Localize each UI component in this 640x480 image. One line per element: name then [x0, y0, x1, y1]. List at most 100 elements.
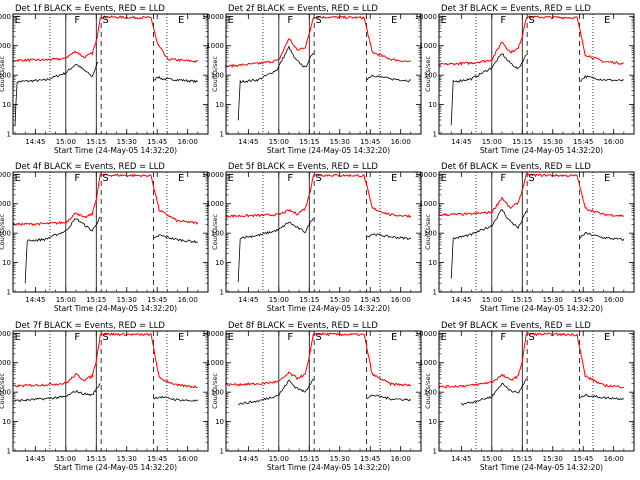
- y-axis-label: Counts/sec: [424, 56, 432, 92]
- y-tick-label: 10: [428, 259, 437, 267]
- series-lld-line: [439, 15, 624, 67]
- y-tick-label: 1: [433, 289, 437, 297]
- series-events-line: [153, 395, 199, 402]
- y-tick-label: 10000: [202, 13, 224, 21]
- segment-marker-label: E: [391, 15, 397, 26]
- segment-marker-label: F: [287, 332, 293, 343]
- x-tick-label: 15:15: [512, 138, 532, 146]
- segment-marker-label: F: [287, 173, 293, 184]
- x-axis-label: Start Time (24-May-05 14:32:20): [54, 146, 177, 155]
- x-tick-label: 15:45: [573, 296, 593, 304]
- series-lld-line: [439, 173, 624, 217]
- y-tick-label: 100: [211, 230, 224, 238]
- segment-marker-label: E: [178, 15, 184, 26]
- segment-marker-label: F: [500, 332, 506, 343]
- y-tick-label: 1000: [419, 359, 437, 367]
- x-tick-label: 16:00: [391, 138, 411, 146]
- x-tick-label: 15:15: [86, 296, 106, 304]
- panel-title: Det 2f BLACK = Events, RED = LLD: [228, 4, 378, 14]
- series-events-line: [580, 74, 624, 82]
- y-tick-label: 10000: [0, 330, 11, 338]
- y-tick-label: 1: [433, 448, 437, 456]
- y-tick-label: 10000: [202, 330, 224, 338]
- x-tick-label: 15:45: [147, 138, 167, 146]
- series-events-line: [154, 75, 199, 84]
- segment-marker-label: E: [228, 332, 234, 343]
- x-tick-label: 15:15: [299, 138, 319, 146]
- x-tick-label: 15:00: [269, 296, 289, 304]
- panel-title: Det 4f BLACK = Events, RED = LLD: [15, 162, 165, 172]
- panel-title: Det 7f BLACK = Events, RED = LLD: [15, 321, 165, 331]
- y-axis-label: Counts/sec: [211, 373, 219, 409]
- segment-marker-label: S: [315, 332, 321, 343]
- y-tick-label: 10000: [415, 13, 437, 21]
- y-tick-label: 100: [424, 230, 437, 238]
- x-axis-label: Start Time (24-May-05 14:32:20): [480, 304, 603, 313]
- segment-marker-label: E: [15, 332, 21, 343]
- x-tick-label: 16:00: [604, 455, 624, 463]
- series-events-line: [579, 231, 625, 242]
- segment-marker-label: S: [315, 15, 321, 26]
- plot-frame: [438, 13, 635, 135]
- panel-det-1: Det 1f BLACK = Events, RED = LLD 1 10 100 10…: [0, 4, 209, 155]
- panel-title: Det 5f BLACK = Events, RED = LLD: [228, 162, 378, 172]
- series-events-line: [366, 74, 411, 83]
- y-tick-label: 1000: [0, 200, 11, 208]
- segment-marker-label: E: [15, 15, 21, 26]
- x-tick-label: 16:00: [604, 296, 624, 304]
- x-tick-label: 16:00: [391, 296, 411, 304]
- series-lld-line: [13, 332, 198, 389]
- series-lld-line: [226, 173, 412, 218]
- panel-title: Det 8f BLACK = Events, RED = LLD: [228, 321, 378, 331]
- y-tick-label: 10: [2, 418, 11, 426]
- series-events-line: [14, 61, 99, 127]
- segment-marker-label: F: [287, 15, 293, 26]
- series-events-line: [460, 378, 527, 406]
- x-tick-label: 15:45: [147, 296, 167, 304]
- x-tick-label: 14:45: [238, 138, 258, 146]
- y-axis-label: Counts/sec: [211, 214, 219, 250]
- x-tick-label: 15:00: [269, 455, 289, 463]
- series-events-line: [153, 234, 199, 244]
- segment-marker-label: S: [102, 173, 108, 184]
- x-tick-label: 15:15: [512, 296, 532, 304]
- plot-frame: [12, 13, 209, 135]
- x-tick-label: 15:15: [299, 455, 319, 463]
- segment-marker-label: E: [604, 15, 610, 26]
- panel-title: Det 9f BLACK = Events, RED = LLD: [441, 321, 591, 331]
- y-tick-label: 10000: [0, 13, 11, 21]
- x-tick-label: 15:00: [269, 138, 289, 146]
- panel-det-9: Det 9f BLACK = Events, RED = LLD 1 10 100 10…: [415, 321, 635, 472]
- y-axis-label: Counts/sec: [0, 214, 6, 250]
- y-tick-label: 1000: [419, 42, 437, 50]
- y-tick-label: 10000: [202, 171, 224, 179]
- x-tick-label: 15:30: [330, 296, 350, 304]
- panel-det-8: Det 8f BLACK = Events, RED = LLD 1 10 100 10…: [202, 321, 422, 472]
- segment-marker-label: F: [500, 15, 506, 26]
- x-tick-label: 15:15: [86, 138, 106, 146]
- y-tick-label: 100: [211, 72, 224, 80]
- series-events-line: [579, 393, 625, 401]
- x-tick-label: 15:45: [360, 455, 380, 463]
- y-tick-label: 100: [424, 389, 437, 397]
- y-tick-label: 1: [220, 448, 224, 456]
- x-tick-label: 15:30: [117, 138, 137, 146]
- plot-frame: [225, 13, 422, 135]
- segment-marker-label: S: [102, 332, 108, 343]
- x-tick-label: 15:00: [56, 455, 76, 463]
- series-events-line: [13, 383, 101, 403]
- y-tick-label: 1: [433, 131, 437, 139]
- panel-det-5: Det 5f BLACK = Events, RED = LLD 1 10 100 10…: [202, 162, 422, 313]
- y-tick-label: 10: [215, 101, 224, 109]
- y-tick-label: 100: [211, 389, 224, 397]
- panel-det-7: Det 7f BLACK = Events, RED = LLD 1 10 100 10…: [0, 321, 209, 472]
- y-tick-label: 1: [7, 289, 11, 297]
- x-tick-label: 16:00: [604, 138, 624, 146]
- panel-det-3: Det 3f BLACK = Events, RED = LLD 1 10 100 10…: [415, 4, 635, 155]
- y-tick-label: 1000: [206, 359, 224, 367]
- y-tick-label: 10: [215, 418, 224, 426]
- x-tick-label: 15:00: [482, 296, 502, 304]
- series-events-line: [450, 53, 527, 126]
- panel-det-4: Det 4f BLACK = Events, RED = LLD 1 10 100 10…: [0, 162, 209, 313]
